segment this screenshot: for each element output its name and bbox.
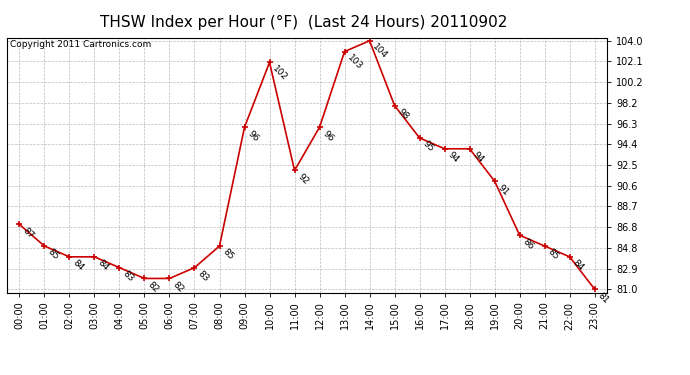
Text: 85: 85: [546, 248, 560, 262]
Text: 83: 83: [196, 269, 210, 284]
Text: 103: 103: [346, 53, 364, 72]
Text: Copyright 2011 Cartronics.com: Copyright 2011 Cartronics.com: [10, 40, 151, 49]
Text: 87: 87: [21, 226, 35, 240]
Text: 82: 82: [171, 280, 186, 294]
Text: 102: 102: [271, 64, 289, 82]
Text: 84: 84: [96, 258, 110, 273]
Text: THSW Index per Hour (°F)  (Last 24 Hours) 20110902: THSW Index per Hour (°F) (Last 24 Hours)…: [100, 15, 507, 30]
Text: 92: 92: [296, 172, 310, 186]
Text: 84: 84: [71, 258, 86, 273]
Text: 94: 94: [471, 150, 486, 165]
Text: 84: 84: [571, 258, 586, 273]
Text: 96: 96: [246, 129, 260, 143]
Text: 104: 104: [371, 42, 389, 61]
Text: 91: 91: [496, 183, 511, 197]
Text: 81: 81: [596, 291, 611, 305]
Text: 83: 83: [121, 269, 135, 284]
Text: 85: 85: [221, 248, 235, 262]
Text: 98: 98: [396, 107, 411, 122]
Text: 85: 85: [46, 248, 60, 262]
Text: 96: 96: [321, 129, 335, 143]
Text: 82: 82: [146, 280, 160, 294]
Text: 86: 86: [521, 237, 535, 251]
Text: 95: 95: [421, 140, 435, 154]
Text: 94: 94: [446, 150, 460, 165]
